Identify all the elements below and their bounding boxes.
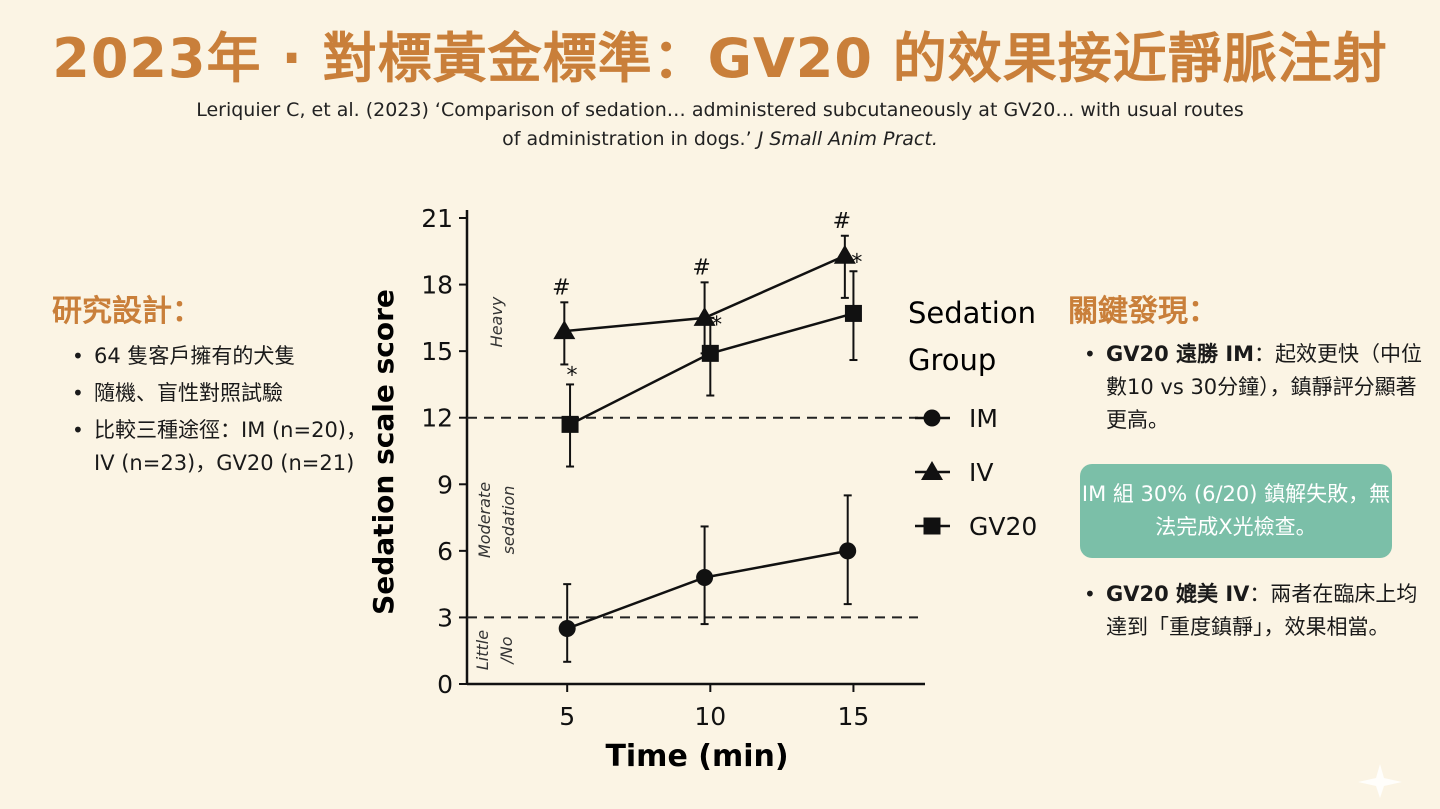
- data-point-gv20: [844, 304, 862, 322]
- zone-label-heavy: Heavy: [487, 296, 506, 347]
- y-tick-label: 3: [437, 603, 453, 632]
- finding-gv20-vs-iv: GV20 媲美 IV：兩者在臨床上均達到「重度鎮靜」，效果相當。: [1080, 578, 1436, 644]
- design-item-trial: 隨機、盲性對照試驗: [70, 377, 370, 410]
- annotation-iv: #: [833, 209, 851, 234]
- y-tick-label: 18: [421, 271, 453, 300]
- legend-label-gv20: GV20: [969, 512, 1037, 541]
- annotation-iv: #: [552, 275, 570, 300]
- y-tick-label: 21: [421, 204, 453, 233]
- citation: Leriquier C, et al. (2023) ‘Comparison o…: [190, 96, 1250, 154]
- data-point-im: [696, 568, 714, 586]
- legend-title-line2: Group: [908, 343, 996, 377]
- x-tick-label: 5: [559, 702, 575, 731]
- design-heading: 研究設計：: [52, 294, 202, 329]
- legend: IM IV GV20: [915, 404, 1037, 541]
- finding-2-text: ：兩者在臨床上均達到「重度鎮靜」，效果相當。: [1106, 582, 1418, 639]
- legend-label-iv: IV: [969, 458, 993, 487]
- design-item-dogs: 64 隻客戶擁有的犬隻: [70, 340, 370, 373]
- legend-label-im: IM: [969, 404, 998, 433]
- x-tick-label: 10: [694, 702, 726, 731]
- page-title: 2023年 · 對標黃金標準：GV20 的效果接近靜脈注射: [52, 27, 1388, 90]
- y-tick-label: 6: [437, 537, 453, 566]
- x-axis-label: Time (min): [605, 739, 788, 774]
- data-point-iv: [553, 320, 576, 340]
- sparkle-icon: [1358, 764, 1402, 798]
- zone-label-moderate: Moderate sedation: [475, 482, 518, 558]
- findings-heading: 關鍵發現：: [1068, 294, 1218, 329]
- im-failure-callout: IM 組 30% (6/20) 鎮解失敗，無法完成X光檢查。: [1080, 464, 1392, 558]
- annotation-gv20: *: [851, 251, 862, 276]
- finding-1-bold: GV20 遠勝 IM: [1106, 342, 1255, 366]
- legend-marker-im: [923, 409, 941, 427]
- annotation-gv20: *: [711, 313, 722, 338]
- citation-journal: J Small Anim Pract.: [757, 128, 938, 150]
- legend-marker-iv: [921, 461, 943, 480]
- annotation-iv: #: [692, 255, 710, 280]
- data-point-iv: [833, 244, 856, 264]
- design-list: 64 隻客戶擁有的犬隻 隨機、盲性對照試驗 比較三種途徑：IM (n=20)，I…: [70, 340, 370, 484]
- finding-1-text: ：起效更快（中位數10 vs 30分鐘），鎮靜評分顯著更高。: [1106, 342, 1423, 432]
- y-tick-label: 0: [437, 670, 453, 699]
- x-tick-label: 15: [838, 702, 870, 731]
- data-point-im: [558, 620, 576, 638]
- citation-text: Leriquier C, et al. (2023) ‘Comparison o…: [196, 99, 1244, 150]
- data-point-gv20: [701, 344, 719, 362]
- legend-title-line1: Sedation: [908, 296, 1036, 330]
- legend-marker-gv20: [923, 517, 941, 535]
- y-tick-label: 15: [421, 337, 453, 366]
- y-tick-label: 12: [421, 404, 453, 433]
- y-axis-label: Sedation scale score: [367, 289, 400, 615]
- design-item-routes: 比較三種途徑：IM (n=20)，IV (n=23)，GV20 (n=21): [70, 414, 370, 480]
- zone-label-little: Little/No: [473, 630, 516, 670]
- y-tick-label: 9: [437, 470, 453, 499]
- finding-2-bold: GV20 媲美 IV: [1106, 582, 1250, 606]
- data-point-im: [839, 542, 857, 560]
- annotation-gv20: *: [567, 363, 578, 388]
- data-point-gv20: [561, 415, 579, 433]
- finding-gv20-vs-im: GV20 遠勝 IM：起效更快（中位數10 vs 30分鐘），鎮靜評分顯著更高。: [1080, 338, 1436, 437]
